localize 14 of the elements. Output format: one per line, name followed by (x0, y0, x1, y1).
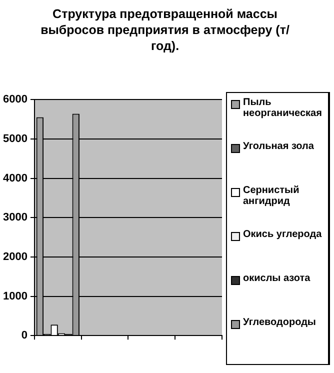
y-tick-label: 3000 (2, 212, 28, 224)
y-tick-label: 6000 (2, 94, 28, 106)
y-tick-label: 0 (21, 330, 28, 342)
y-tick-label: 4000 (2, 172, 28, 184)
legend-label: Сернистый ангидрид (243, 185, 300, 207)
y-tick-label: 2000 (2, 250, 28, 263)
legend-label: Угольная зола (243, 141, 314, 152)
legend-label: Пыль неорганическая (243, 97, 323, 119)
legend-label: Окись углерода (243, 229, 322, 240)
legend-label: Углеводороды (243, 317, 316, 328)
y-tick-label: 5000 (2, 132, 28, 145)
y-tick-label: 1000 (2, 290, 28, 302)
chart-title: Структура предотвращенной массы выбросов предприятия в атмосферу (т/год). (40, 6, 290, 54)
legend-label: окислы азота (243, 273, 310, 284)
